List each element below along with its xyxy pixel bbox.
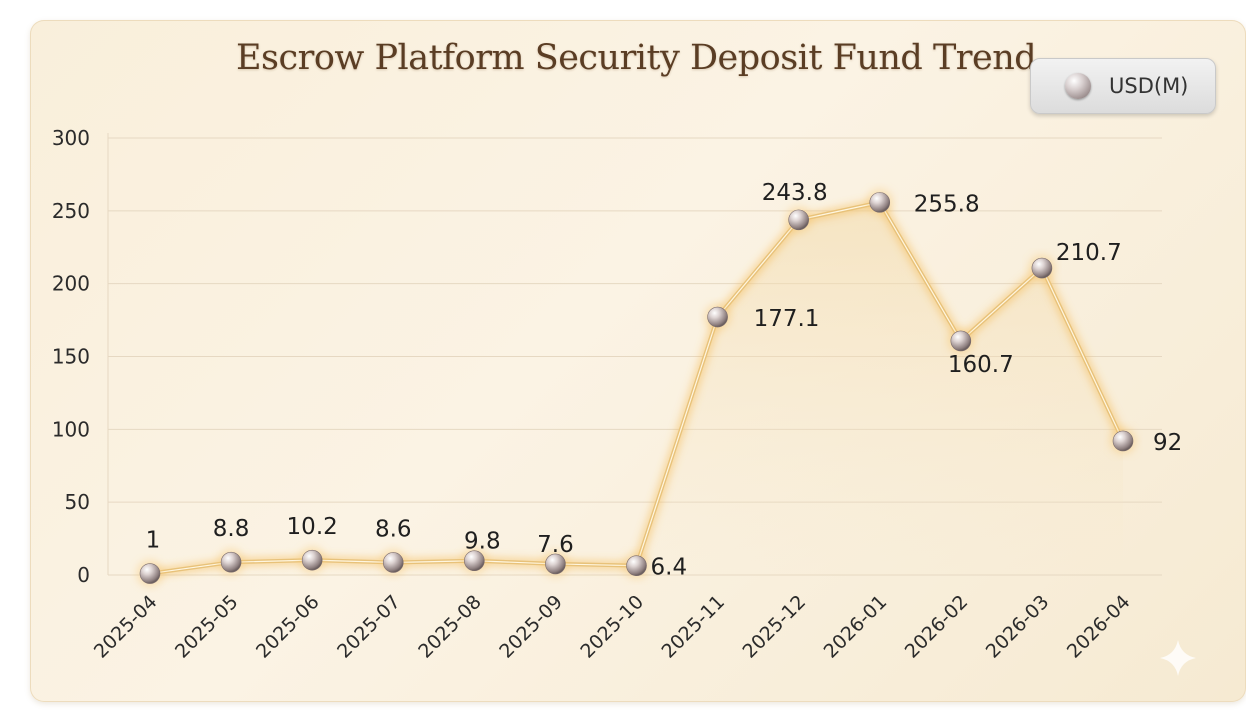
x-tick-label: 2026-02 bbox=[901, 591, 973, 663]
y-tick-label: 150 bbox=[52, 345, 90, 369]
data-label: 7.6 bbox=[537, 532, 574, 558]
x-tick-label: 2025-12 bbox=[739, 591, 811, 663]
data-label: 8.8 bbox=[213, 516, 250, 542]
x-tick-label: 2025-05 bbox=[171, 591, 243, 663]
y-tick-label: 200 bbox=[52, 272, 90, 296]
data-point[interactable] bbox=[788, 209, 809, 231]
y-tick-label: 250 bbox=[52, 199, 90, 223]
data-point[interactable] bbox=[301, 549, 323, 571]
data-point[interactable] bbox=[545, 553, 566, 575]
sparkle-icon bbox=[1160, 640, 1196, 676]
legend-marker-icon bbox=[1065, 73, 1091, 99]
data-point[interactable] bbox=[220, 551, 242, 573]
legend-label: USD(M) bbox=[1109, 74, 1189, 98]
x-tick-label: 2025-11 bbox=[657, 591, 729, 663]
data-point[interactable] bbox=[950, 330, 972, 352]
y-tick-label: 50 bbox=[65, 490, 90, 514]
data-label: 255.8 bbox=[914, 191, 980, 217]
x-tick-label: 2026-01 bbox=[820, 591, 892, 663]
data-point[interactable] bbox=[139, 563, 161, 584]
x-tick-label: 2025-07 bbox=[333, 591, 405, 663]
data-point[interactable] bbox=[869, 192, 891, 213]
x-tick-label: 2025-08 bbox=[414, 591, 486, 663]
x-tick-label: 2025-06 bbox=[252, 591, 324, 663]
data-label: 6.4 bbox=[651, 555, 688, 581]
data-label: 210.7 bbox=[1056, 240, 1122, 266]
y-tick-label: 300 bbox=[52, 126, 90, 150]
x-tick-label: 2025-10 bbox=[576, 591, 648, 663]
y-tick-label: 100 bbox=[52, 417, 90, 441]
data-label: 92 bbox=[1153, 430, 1182, 456]
data-label: 160.7 bbox=[948, 352, 1014, 378]
data-label: 10.2 bbox=[287, 514, 338, 540]
data-label: 9.8 bbox=[464, 529, 501, 555]
x-tick-label: 2025-09 bbox=[495, 591, 567, 663]
y-tick-label: 0 bbox=[77, 563, 90, 587]
x-tick-label: 2026-03 bbox=[982, 591, 1054, 663]
data-point[interactable] bbox=[1031, 257, 1053, 279]
series-area bbox=[150, 202, 1123, 575]
x-tick-label: 2026-04 bbox=[1063, 591, 1135, 663]
data-point[interactable] bbox=[1112, 430, 1134, 452]
data-point[interactable] bbox=[707, 306, 728, 328]
data-label: 8.6 bbox=[375, 516, 412, 542]
data-label: 1 bbox=[146, 528, 161, 554]
data-label: 177.1 bbox=[754, 306, 820, 332]
data-point[interactable] bbox=[626, 555, 647, 576]
legend: USD(M) bbox=[1030, 58, 1216, 114]
x-tick-label: 2025-04 bbox=[90, 591, 162, 663]
data-point[interactable] bbox=[464, 550, 485, 572]
data-label: 243.8 bbox=[762, 180, 828, 206]
data-point[interactable] bbox=[382, 552, 404, 573]
chart-title: Escrow Platform Security Deposit Fund Tr… bbox=[236, 38, 1037, 78]
